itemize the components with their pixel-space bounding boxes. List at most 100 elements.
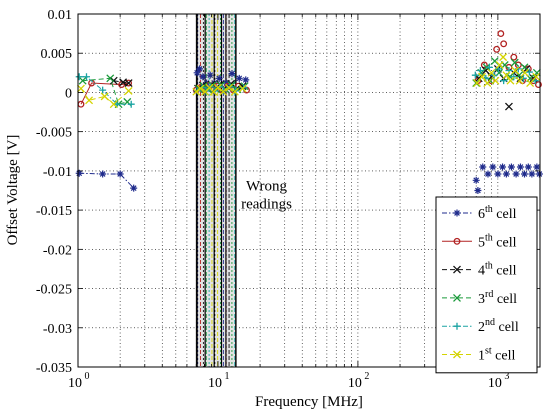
marker-x <box>109 100 118 109</box>
marker-x <box>478 72 486 81</box>
marker-asterisk <box>215 74 223 82</box>
marker-asterisk <box>99 170 107 178</box>
y-tick-label: -0.005 <box>36 126 72 141</box>
legend-entry: 4th cell <box>478 261 517 279</box>
marker-x <box>506 76 515 85</box>
y-tick-label: -0.015 <box>36 204 72 219</box>
marker-x <box>196 84 205 93</box>
marker-asterisk <box>116 170 124 178</box>
marker-x <box>77 84 85 93</box>
marker-plus <box>127 100 135 108</box>
marker-asterisk <box>196 65 204 73</box>
series-line <box>79 172 135 189</box>
x-tick-label: 10 <box>348 376 362 391</box>
marker-x <box>124 86 133 95</box>
marker-asterisk <box>494 170 502 178</box>
marker-asterisk <box>489 163 497 171</box>
y-tick-label: 0.01 <box>48 8 73 23</box>
y-tick-label: -0.02 <box>43 243 72 258</box>
marker-x <box>85 96 94 105</box>
series-line <box>82 77 128 105</box>
marker-x <box>483 79 492 87</box>
marker-asterisk <box>235 74 243 82</box>
marker-x <box>106 74 115 83</box>
x-tick-label: 10 <box>208 376 222 391</box>
marker-asterisk <box>528 170 536 178</box>
marker-circle <box>493 45 501 53</box>
marker-asterisk <box>242 76 250 84</box>
series-layer <box>75 30 543 194</box>
marker-plus <box>519 74 527 82</box>
marker-circle <box>488 77 495 85</box>
x-tick-label-exponent: 3 <box>504 371 509 382</box>
legend-entry: 2nd cell <box>478 317 519 335</box>
marker-asterisk <box>472 176 480 184</box>
marker-plus <box>99 86 107 94</box>
marker-circle <box>500 40 508 48</box>
marker-circle <box>497 30 505 38</box>
marker-plus <box>113 100 121 108</box>
marker-asterisk <box>228 70 236 78</box>
marker-x <box>520 68 529 77</box>
series-line <box>80 88 129 105</box>
marker-circle <box>535 81 542 89</box>
y-tick-label: 0 <box>65 86 72 101</box>
marker-plus <box>476 66 484 74</box>
marker-asterisk <box>222 79 230 87</box>
marker-asterisk <box>193 69 201 77</box>
wrong-readings-region <box>195 13 237 368</box>
marker-x <box>490 57 499 66</box>
marker-asterisk <box>535 170 543 178</box>
marker-x <box>491 76 500 85</box>
marker-x <box>192 87 201 96</box>
y-tick-label: -0.025 <box>36 283 72 298</box>
axis-ticks: 0.01 0.005 0 -0.005 -0.01 -0.015 -0.02 -0.025 -0… <box>36 8 541 391</box>
marker-circle <box>510 53 518 61</box>
marker-x <box>504 102 513 111</box>
legend-entry: 3rd cell <box>478 289 517 307</box>
x-tick-label-exponent: 0 <box>85 371 90 382</box>
marker-x <box>511 66 520 75</box>
marker-asterisk <box>499 163 507 171</box>
marker-x <box>495 61 504 69</box>
x-tick-label-exponent: 1 <box>224 371 229 382</box>
plot-frame <box>77 13 541 368</box>
y-tick-label: -0.01 <box>43 165 72 180</box>
marker-plus <box>471 71 479 79</box>
legend-entry: 1st cell <box>478 346 515 364</box>
marker-x <box>453 265 461 274</box>
marker-circle <box>480 61 488 69</box>
shaded-band <box>195 13 237 368</box>
marker-x <box>499 53 508 62</box>
x-tick-label: 10 <box>68 376 82 391</box>
marker-asterisk <box>484 170 492 178</box>
marker-x <box>124 79 133 87</box>
marker-asterisk <box>75 169 83 177</box>
marker-x <box>532 72 541 81</box>
wrong-readings-annotation: Wrong readings <box>241 179 292 213</box>
marker-plus <box>525 68 533 76</box>
marker-plus <box>485 63 493 71</box>
y-tick-label: 0.005 <box>41 47 73 62</box>
marker-x <box>100 92 109 101</box>
marker-asterisk <box>199 73 207 81</box>
legend: 6th cell 5th cell 4th cell 3rd cell 2nd cell… <box>435 196 538 374</box>
marker-asterisk <box>521 170 529 178</box>
marker-plus <box>453 322 461 330</box>
marker-x <box>238 82 247 91</box>
marker-x <box>219 87 228 96</box>
marker-plus <box>75 73 83 81</box>
marker-x <box>453 350 461 359</box>
marker-x <box>502 71 511 80</box>
x-tick-label-exponent: 2 <box>364 371 369 382</box>
marker-x <box>78 76 87 85</box>
marker-circle <box>453 237 461 245</box>
series-1st-cell <box>77 53 541 109</box>
marker-asterisk <box>206 71 214 79</box>
marker-asterisk <box>512 170 520 178</box>
marker-x <box>225 83 233 92</box>
marker-asterisk <box>533 163 541 171</box>
marker-x <box>526 79 535 87</box>
marker-plus <box>510 73 518 81</box>
